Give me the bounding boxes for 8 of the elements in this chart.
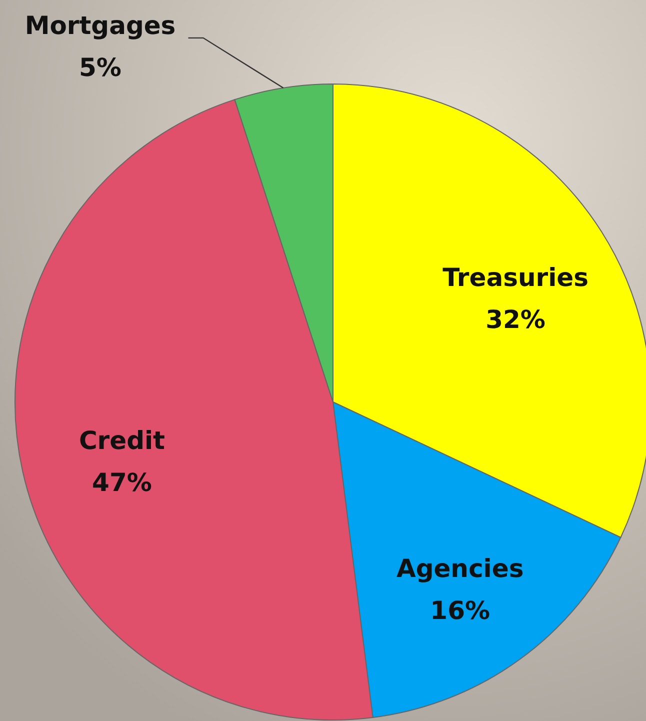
slice-label: Agencies [396, 554, 524, 583]
data-label: 16% [430, 596, 490, 625]
slice-label: Credit [78, 426, 166, 456]
data-label: 32% [486, 305, 546, 334]
slice-label: Treasuries [442, 263, 589, 292]
data-label: 47% [92, 468, 152, 498]
slice-label: Mortgages [24, 10, 176, 40]
data-label: 5% [79, 52, 122, 82]
